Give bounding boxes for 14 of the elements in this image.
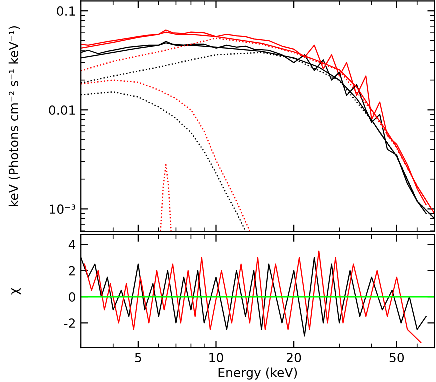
y-tick-label: 0.1 xyxy=(57,6,76,16)
x-tick-label: 5 xyxy=(135,353,142,363)
x-tick-label: 50 xyxy=(390,353,404,363)
y-tick-label: 2 xyxy=(69,266,75,276)
y-axis-title: keV (Photons cm⁻² s⁻¹ keV⁻¹) xyxy=(8,26,20,206)
y-tick-label: 0.01 xyxy=(49,106,76,116)
y-tick-label: 0 xyxy=(69,292,76,302)
y-tick-label: 10⁻³ xyxy=(50,204,76,214)
y-tick-label: -2 xyxy=(64,318,75,328)
y-tick-label: 4 xyxy=(68,240,76,250)
x-axis-title: Energy (keV) xyxy=(218,368,298,380)
y-axis-title: χ xyxy=(12,288,21,295)
x-tick-label: 20 xyxy=(287,353,302,363)
x-tick-label: 10 xyxy=(210,353,224,363)
